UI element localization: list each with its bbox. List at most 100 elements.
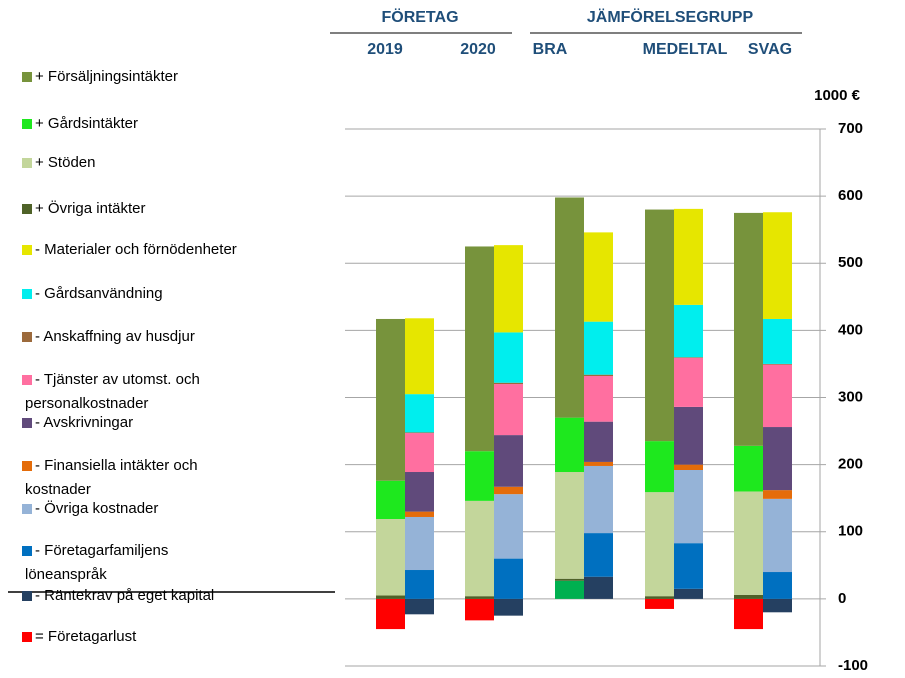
legend-swatch	[22, 119, 32, 129]
bar-segment	[465, 246, 494, 452]
bar-segment	[763, 363, 792, 365]
bar-segment	[674, 469, 703, 544]
bar-segment	[584, 421, 613, 462]
bar-segment	[674, 543, 703, 589]
y-tick-label: 600	[838, 187, 863, 204]
bar-segment	[584, 376, 613, 422]
bar-segment	[376, 318, 405, 481]
bar-segment	[674, 464, 703, 470]
legend-swatch	[22, 245, 32, 255]
y-tick-label: 100	[838, 523, 863, 540]
bar-segment	[465, 500, 494, 597]
bar-segment	[494, 245, 523, 333]
y-tick-label: 500	[838, 254, 863, 271]
y-tick-label: 0	[838, 590, 846, 607]
bar-segment	[376, 598, 405, 630]
legend-swatch	[22, 632, 32, 642]
bar-segment	[763, 318, 792, 364]
bar-segment	[674, 588, 703, 599]
bar-segment	[494, 494, 523, 559]
y-tick-label: 200	[838, 456, 863, 473]
bar-segment	[494, 558, 523, 599]
bar-segment	[584, 576, 613, 599]
bar-segment	[645, 598, 674, 609]
legend-label: = Företagarlust	[35, 628, 137, 645]
bar-segment	[494, 435, 523, 487]
legend-label: + Övriga intäkter	[35, 199, 145, 217]
legend-swatch	[22, 546, 32, 556]
legend-label: - Anskaffning av husdjur	[35, 328, 195, 345]
bar-segment	[555, 197, 584, 418]
bar-segment	[494, 384, 523, 436]
legend-label: + Stöden	[35, 154, 95, 171]
bar-segment	[465, 596, 494, 599]
bar-segment	[494, 486, 523, 495]
bar-segment	[674, 304, 703, 358]
bar-segment	[405, 318, 434, 395]
bar-segment	[405, 516, 434, 571]
bar-segment	[405, 511, 434, 517]
x-tick-label: 2020	[460, 41, 496, 58]
legend-swatch	[22, 418, 32, 428]
bar-segment	[405, 598, 434, 615]
bar-segment	[763, 498, 792, 573]
bar-segment	[584, 321, 613, 375]
legend-label: + Försäljningsintäkter	[35, 68, 178, 85]
bar-segment	[584, 232, 613, 322]
bar-segment	[405, 433, 434, 473]
bar-segment	[405, 570, 434, 599]
legend-swatch	[22, 204, 32, 214]
x-tick-label: MEDELTAL	[643, 41, 728, 58]
bar-segment	[674, 357, 703, 407]
bar-segment	[674, 208, 703, 305]
legend-label: - Tjänster av utomst. och personalkostnad…	[25, 371, 200, 412]
legend-swatch	[22, 504, 32, 514]
bar-segment	[584, 465, 613, 534]
y-tick-label: -100	[838, 657, 868, 673]
x-tick-label: 2019	[367, 41, 403, 58]
legend-label: - Materialer och förnödenheter	[35, 241, 237, 258]
bar-segment	[763, 598, 792, 613]
x-tick-label: BRA	[533, 41, 568, 58]
group-label: FÖRETAG	[381, 7, 458, 26]
legend-swatch	[22, 289, 32, 299]
legend-swatch	[22, 158, 32, 168]
bar-segment	[555, 578, 584, 581]
legend-swatch	[22, 332, 32, 342]
x-tick-label: SVAG	[748, 41, 792, 58]
bar-segment	[494, 598, 523, 616]
bar-segment	[734, 598, 763, 630]
legend-label: - Gårdsanvändning	[35, 285, 163, 302]
bar-segment	[645, 441, 674, 493]
bar-segment	[376, 518, 405, 596]
bar-segment	[734, 491, 763, 595]
bar-segment	[763, 572, 792, 599]
group-label: JÄMFÖRELSEGRUPP	[587, 7, 754, 26]
bar-segment	[405, 432, 434, 434]
bar-segment	[405, 472, 434, 512]
bar-segment	[376, 480, 405, 519]
y-tick-label: 700	[838, 120, 863, 137]
bar-segment	[494, 382, 523, 385]
bar-segment	[734, 212, 763, 446]
bar-segment	[763, 212, 792, 319]
legend-swatch	[22, 72, 32, 82]
bar-segment	[645, 492, 674, 597]
bar-segment	[674, 406, 703, 465]
y-tick-label: 300	[838, 388, 863, 405]
bar-segment	[555, 472, 584, 579]
legend-label: + Gårdsintäkter	[35, 115, 138, 132]
bar-segment	[465, 598, 494, 621]
bar-segment	[584, 533, 613, 577]
bar-segment	[734, 445, 763, 492]
bar-segment	[645, 209, 674, 442]
bar-segment	[584, 461, 613, 466]
legend-label: - Övriga kostnader	[35, 499, 158, 517]
bar-segment	[763, 490, 792, 499]
legend-swatch	[22, 461, 32, 471]
legend-label: - Företagarfamiljens löneanspråk	[25, 542, 168, 583]
legend-swatch	[22, 591, 32, 601]
bar-segment	[763, 364, 792, 428]
bar-segment	[763, 427, 792, 491]
